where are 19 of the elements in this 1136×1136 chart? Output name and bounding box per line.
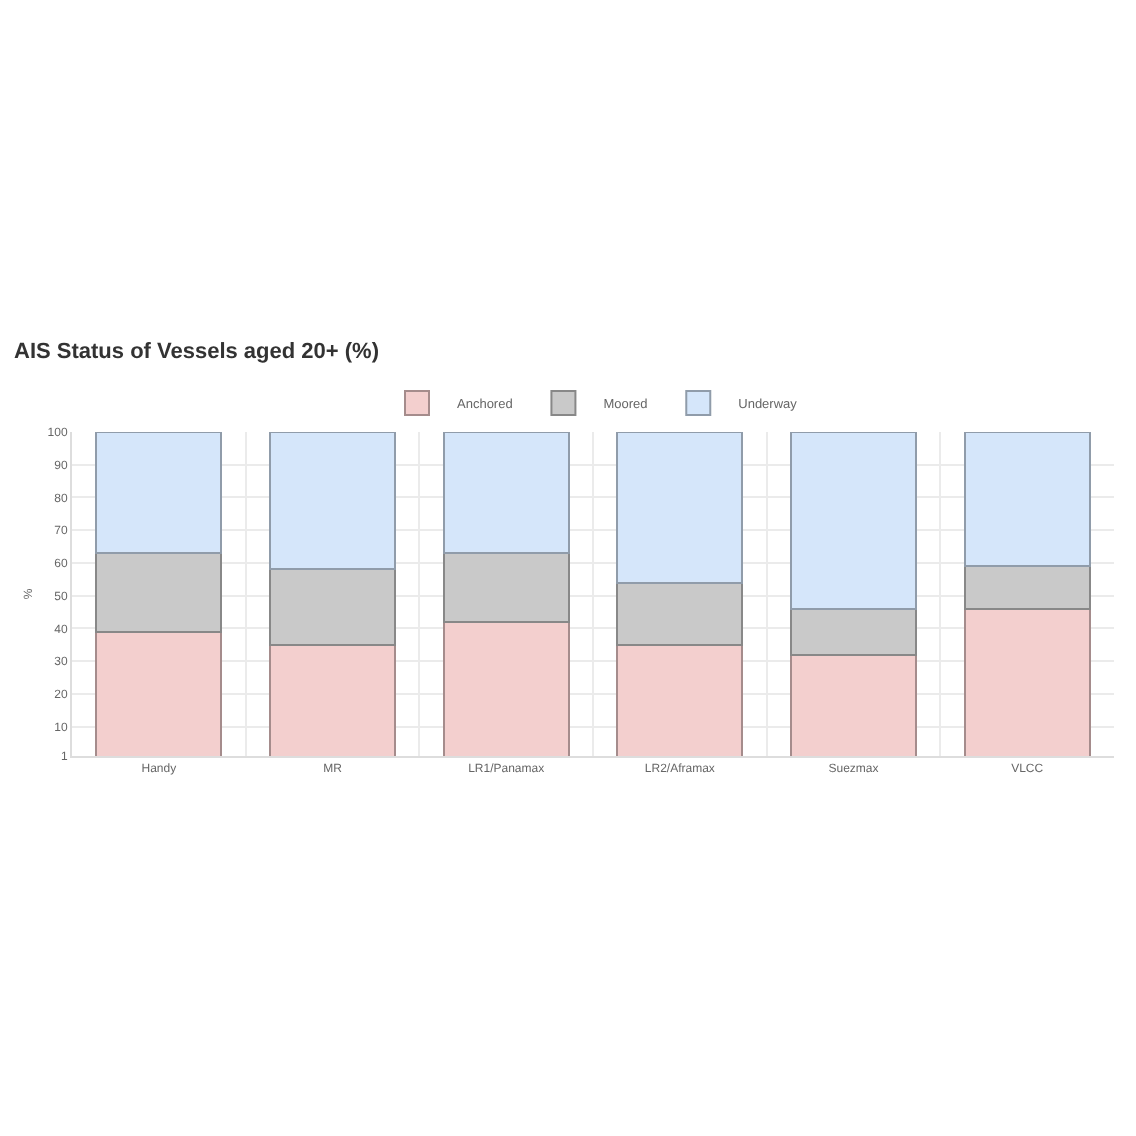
bar bbox=[268, 643, 397, 756]
bar bbox=[963, 565, 1091, 610]
bar bbox=[442, 552, 570, 623]
bar bbox=[963, 432, 1091, 568]
bar bbox=[442, 620, 570, 756]
bar bbox=[268, 432, 397, 571]
bar bbox=[963, 607, 1091, 756]
chart-title: AIS Status of Vessels aged 20+ (%) bbox=[14, 339, 380, 364]
bar bbox=[95, 552, 223, 633]
bar bbox=[616, 432, 744, 584]
bar bbox=[789, 653, 918, 756]
bar bbox=[442, 432, 570, 555]
bar bbox=[268, 568, 397, 646]
bar bbox=[616, 581, 744, 646]
bar bbox=[789, 432, 918, 610]
bar bbox=[616, 643, 744, 756]
bar bbox=[95, 432, 223, 555]
bar bbox=[789, 607, 918, 656]
bar bbox=[95, 630, 223, 756]
